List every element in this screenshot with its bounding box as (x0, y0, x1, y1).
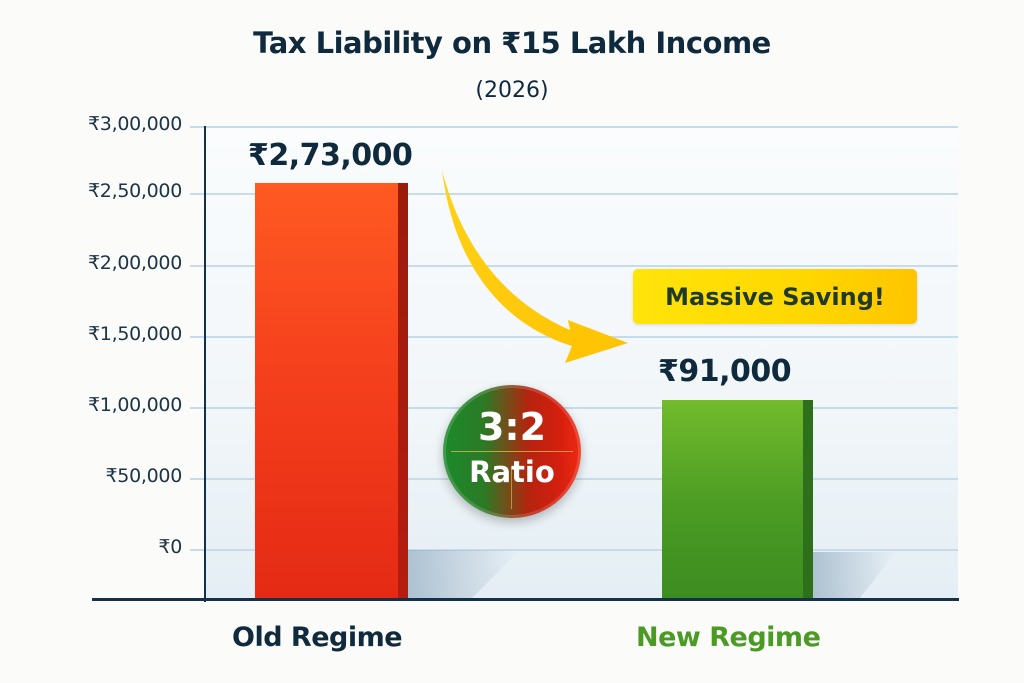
y-axis (204, 126, 206, 602)
gridline-200000 (190, 265, 958, 267)
ratio-divider-vertical (511, 467, 512, 509)
gridline-100000 (190, 407, 958, 409)
gridline-300000 (190, 126, 958, 128)
ratio-value: 3:2 (477, 405, 547, 449)
massive-saving-badge: Massive Saving! (633, 269, 917, 324)
ytick-label: ₹0 (158, 536, 182, 558)
bar-old-regime (255, 183, 408, 599)
curved-arrow-icon (442, 170, 628, 363)
ytick-label: ₹2,50,000 (88, 180, 182, 202)
bar-face (255, 183, 398, 599)
bar-side (803, 400, 813, 599)
ytick-label: ₹3,00,000 (88, 113, 182, 135)
category-label-new: New Regime (636, 622, 821, 653)
ytick-label: ₹1,00,000 (88, 394, 182, 416)
ytick-label: ₹50,000 (105, 465, 183, 487)
bar-side (398, 183, 408, 599)
value-label-old: ₹2,73,000 (248, 138, 413, 173)
chart-subtitle: (2026) (475, 78, 549, 103)
gridline-0 (190, 549, 958, 551)
bar-face (662, 400, 803, 599)
ratio-divider (451, 451, 573, 452)
bar-new-regime (662, 400, 813, 599)
category-label-old: Old Regime (232, 622, 403, 653)
gridline-250000 (190, 193, 958, 195)
ratio-badge: 3:2 Ratio (443, 385, 581, 518)
ratio-label: Ratio (469, 455, 555, 489)
value-label-new: ₹91,000 (658, 354, 792, 389)
x-axis (92, 598, 959, 601)
ytick-label: ₹2,00,000 (88, 252, 182, 274)
chart-title: Tax Liability on ₹15 Lakh Income (253, 26, 771, 60)
ytick-label: ₹1,50,000 (88, 323, 182, 345)
